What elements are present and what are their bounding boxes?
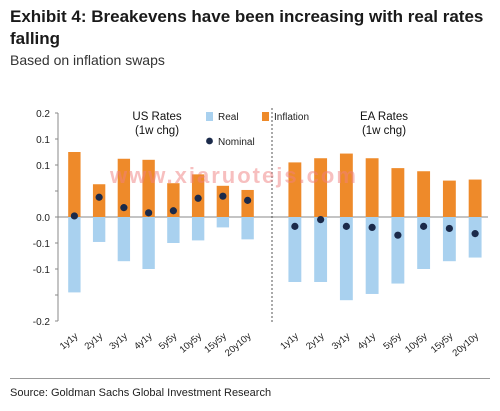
point-nominal	[120, 204, 128, 212]
chart-subtitle: Based on inflation swaps	[10, 52, 165, 68]
y-tick-label: -0.2	[33, 317, 51, 328]
bar-inflation	[314, 158, 328, 217]
source-text: Source: Goldman Sachs Global Investment …	[10, 387, 272, 399]
x-tick-label: 20y10y	[223, 331, 254, 359]
bar-inflation	[288, 162, 302, 217]
bar-inflation	[167, 183, 180, 217]
bar-inflation	[365, 158, 379, 217]
bar-inflation	[442, 180, 456, 217]
bar-real	[241, 217, 254, 240]
bar-real	[365, 217, 379, 294]
bar-inflation	[68, 152, 81, 217]
point-nominal	[368, 223, 376, 231]
bar-inflation	[216, 185, 230, 217]
x-tick-label: 2y1y	[83, 331, 106, 352]
x-tick-label: 4y1y	[356, 331, 379, 352]
point-nominal	[394, 231, 402, 239]
group-label: EA Rates	[360, 111, 408, 123]
point-nominal	[445, 224, 453, 233]
group-label: US Rates	[132, 111, 181, 123]
x-tick-label: 10y5y	[178, 331, 205, 356]
bar-inflation	[117, 158, 131, 217]
bar-real	[92, 217, 106, 242]
legend-swatch	[206, 137, 213, 145]
point-nominal	[291, 222, 299, 230]
point-nominal	[317, 216, 325, 224]
bar-real	[68, 217, 81, 293]
legend-label: Nominal	[218, 137, 255, 148]
y-tick-label: -0.1	[33, 239, 51, 250]
watermark: www.xiaruotejs.com	[110, 163, 358, 188]
bar-real	[417, 217, 431, 269]
bar-real	[117, 217, 131, 262]
y-tick-label: 0.1	[36, 161, 50, 172]
bar-inflation	[339, 153, 353, 217]
bar-real	[314, 217, 328, 282]
legend-swatch	[206, 112, 213, 121]
point-nominal	[95, 193, 103, 201]
y-tick-label: 0.1	[36, 135, 50, 146]
bar-real	[216, 217, 230, 228]
point-nominal	[145, 209, 153, 217]
bar-real	[191, 217, 205, 241]
bar-real	[391, 217, 405, 284]
x-tick-label: 1y1y	[58, 331, 81, 352]
legend-label: Inflation	[274, 112, 309, 123]
point-nominal	[70, 212, 78, 220]
bar-inflation	[142, 159, 155, 217]
x-tick-label: 10y5y	[403, 331, 430, 356]
point-nominal	[244, 196, 252, 204]
y-tick-label: -0.1	[33, 265, 51, 276]
bar-real	[288, 217, 302, 282]
chart-title: Exhibit 4: Breakevens have been increasi…	[10, 7, 484, 48]
legend-swatch	[262, 112, 269, 121]
point-nominal	[219, 192, 227, 200]
bar-real	[442, 217, 456, 262]
point-nominal	[471, 230, 479, 238]
point-nominal	[194, 194, 202, 202]
x-tick-label: 4y1y	[132, 331, 155, 352]
source-divider	[10, 378, 490, 379]
x-tick-label: 3y1y	[330, 331, 353, 352]
bar-real	[167, 217, 180, 243]
x-tick-label: 3y1y	[107, 331, 130, 352]
point-nominal	[169, 207, 177, 215]
bar-inflation	[417, 171, 431, 217]
group-sublabel: (1w chg)	[362, 125, 406, 137]
point-nominal	[342, 222, 350, 230]
group-sublabel: (1w chg)	[135, 125, 179, 137]
y-tick-label: 0.2	[36, 109, 50, 120]
x-tick-label: 5y5y	[157, 331, 180, 352]
legend-label: Real	[218, 112, 239, 123]
x-tick-label: 2y1y	[304, 331, 327, 352]
bar-real	[142, 217, 155, 269]
bar-real	[468, 217, 482, 258]
y-tick-label: 0.0	[36, 213, 50, 224]
bar-inflation	[391, 168, 405, 217]
point-nominal	[420, 222, 428, 230]
x-tick-label: 20y10y	[451, 331, 482, 359]
x-tick-label: 5y5y	[381, 331, 404, 352]
x-tick-label: 1y1y	[278, 331, 301, 352]
bar-real	[339, 217, 353, 301]
bar-inflation	[468, 179, 482, 217]
